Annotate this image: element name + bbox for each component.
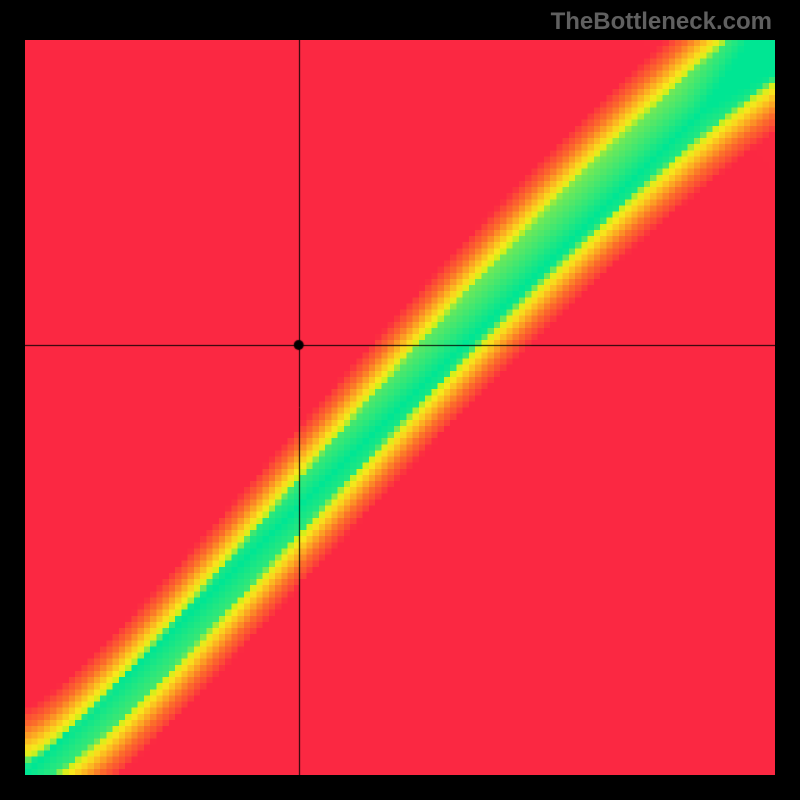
watermark-text: TheBottleneck.com — [551, 8, 772, 36]
bottleneck-heatmap — [25, 40, 775, 775]
